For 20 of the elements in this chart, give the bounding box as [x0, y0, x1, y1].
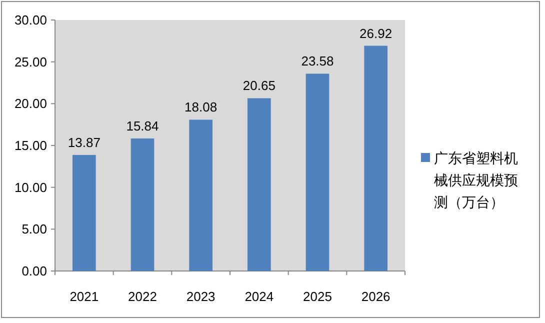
x-tick-label: 2023	[186, 289, 216, 304]
y-tick-label: 30.00	[14, 12, 47, 28]
y-tick-label: 20.00	[14, 96, 47, 112]
data-label: 18.08	[184, 100, 218, 115]
y-tick-label: 10.00	[14, 180, 47, 195]
y-tick-label: 25.00	[14, 54, 47, 70]
data-label: 15.84	[126, 118, 159, 134]
legend: 广东省塑料机械供应规模预测（万台）	[421, 150, 518, 210]
x-tick-label: 2026	[361, 289, 390, 304]
x-tick-label: 2025	[303, 289, 332, 304]
x-tick-label: 2021	[70, 289, 99, 304]
y-tick-label: 0.00	[22, 264, 47, 278]
y-tick-label: 15.00	[14, 138, 47, 153]
data-label: 26.92	[360, 26, 392, 41]
data-label: 23.58	[301, 54, 334, 69]
data-label: 13.87	[68, 134, 100, 150]
data-label: 20.65	[242, 78, 276, 94]
y-tick-label: 5.00	[22, 222, 47, 237]
x-tick-label: 2024	[244, 289, 274, 304]
x-tick-label: 2022	[128, 289, 157, 304]
